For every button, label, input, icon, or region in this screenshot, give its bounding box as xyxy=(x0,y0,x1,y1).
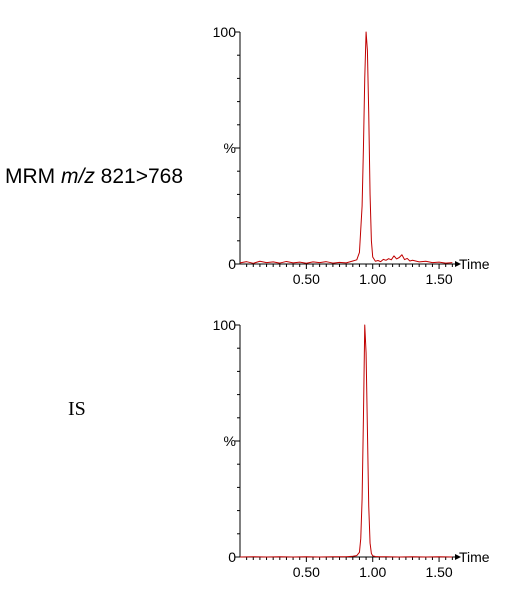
panel-label-is-prefix: IS xyxy=(68,398,86,420)
panel-label-is: IS xyxy=(68,398,86,421)
y-tick-label: 100 xyxy=(213,317,237,333)
x-axis-arrow-icon xyxy=(455,554,461,560)
chromatogram-is: 0.50 1.00 1.50 0% 100 Time xyxy=(213,317,490,580)
x-axis-label: Time xyxy=(459,256,490,272)
x-tick-label: 1.00 xyxy=(359,564,386,580)
chromatogram-mrm: 0.50 1.00 1.50 0% 100 Time xyxy=(213,24,490,287)
y-tick-label: 0 xyxy=(228,549,236,565)
y-tick-label: 100 xyxy=(213,24,237,40)
chromatogram-trace xyxy=(239,324,453,558)
panel-label-mrm-suffix: 821>768 xyxy=(94,165,184,188)
y-axis-label: % xyxy=(224,140,236,156)
panel-label-mrm-prefix: MRM xyxy=(5,165,61,188)
y-tick-label: 0 xyxy=(228,256,236,272)
chromatogram-trace xyxy=(239,31,453,264)
x-tick-label: 0.50 xyxy=(293,564,320,580)
panel-label-mrm: MRM m/z 821>768 xyxy=(5,165,183,189)
x-axis-arrow-icon xyxy=(455,261,461,267)
x-tick-label: 1.50 xyxy=(425,564,452,580)
x-tick-label: 1.50 xyxy=(425,271,452,287)
y-axis-label: % xyxy=(224,433,236,449)
x-tick-label: 0.50 xyxy=(293,271,320,287)
panel-label-mrm-italic: m/z xyxy=(61,165,95,188)
x-tick-label: 1.00 xyxy=(359,271,386,287)
x-axis-label: Time xyxy=(459,549,490,565)
